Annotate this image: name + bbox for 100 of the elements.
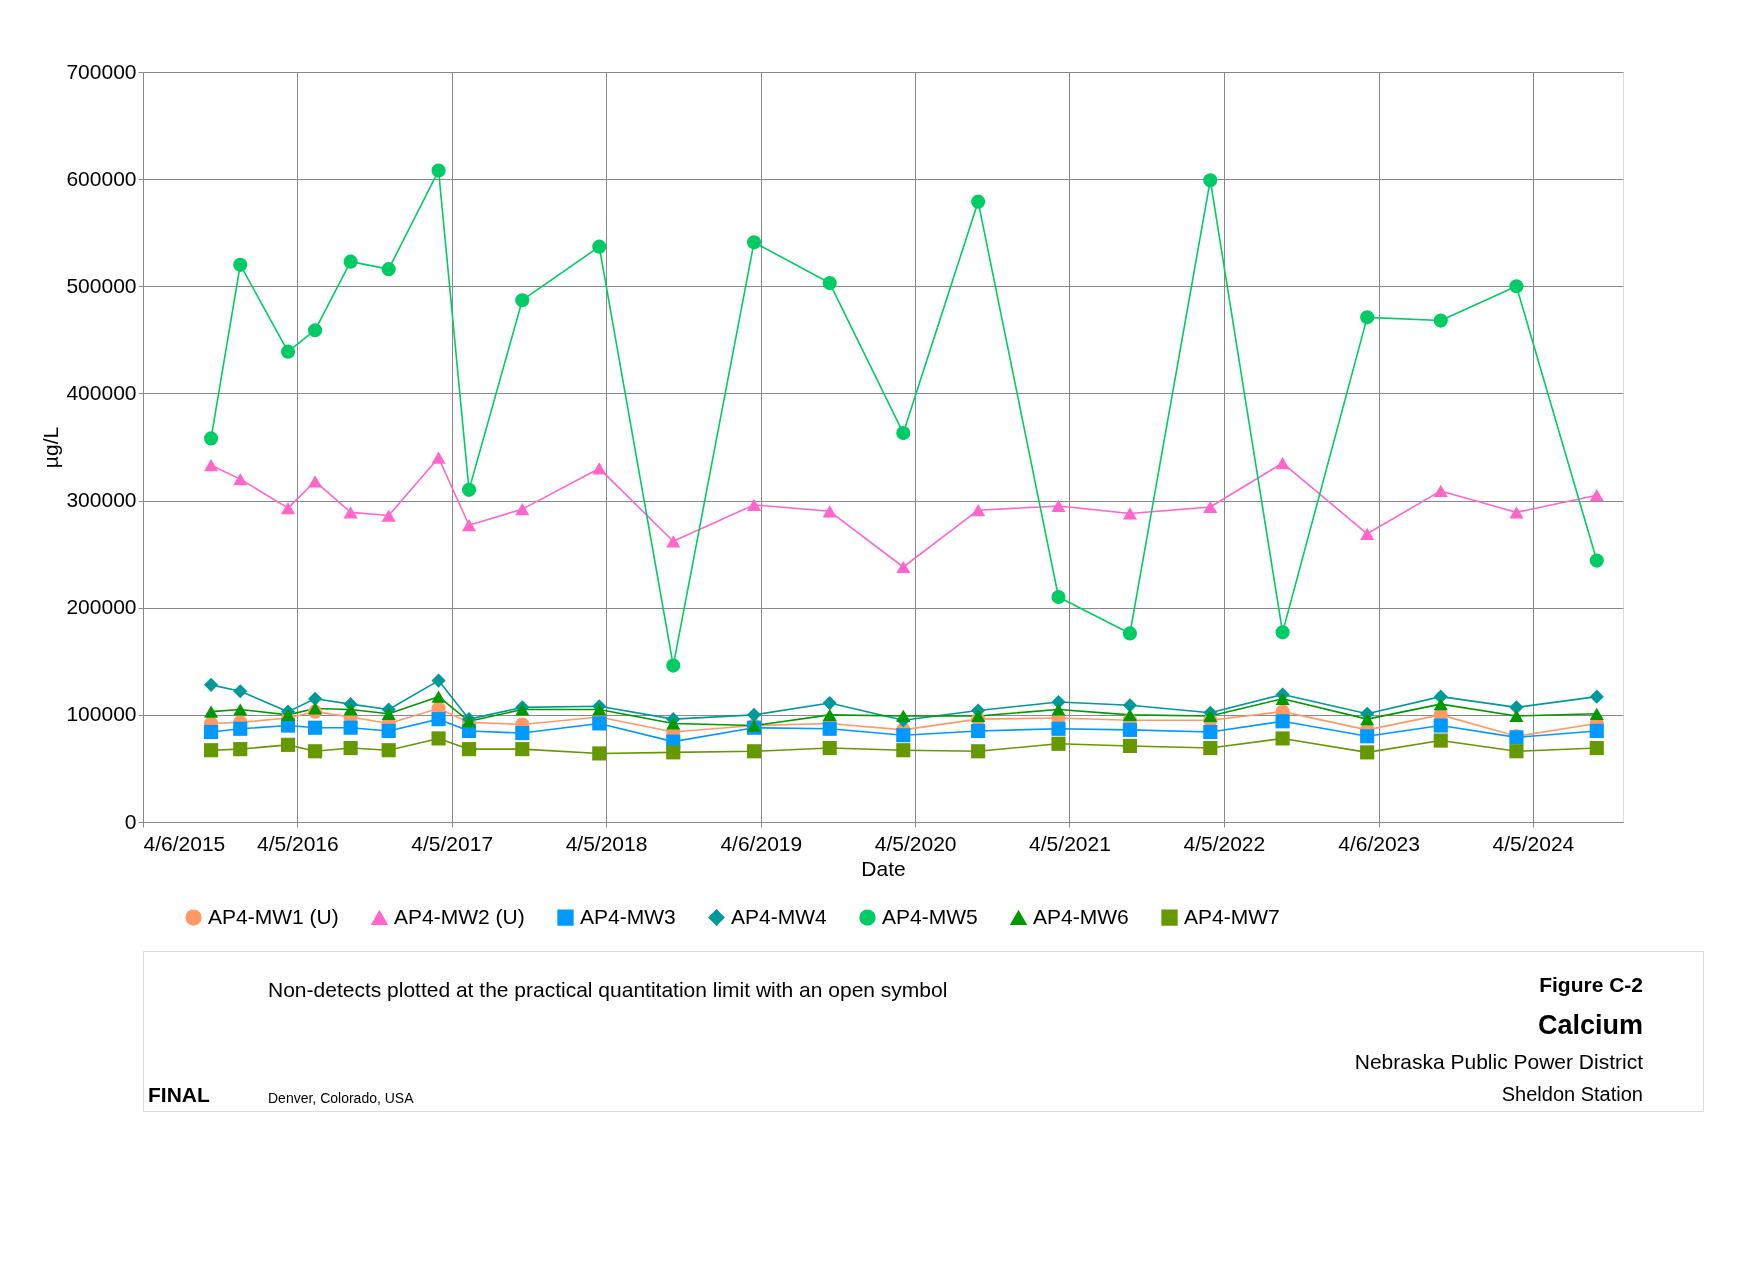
point xyxy=(822,708,837,721)
point xyxy=(1589,707,1604,720)
x-tick-label: 4/6/2019 xyxy=(720,831,803,855)
point xyxy=(1433,733,1448,748)
text: Calcium xyxy=(1537,1010,1643,1040)
point xyxy=(1589,723,1604,738)
point xyxy=(1509,506,1524,519)
text: FINAL xyxy=(148,1083,210,1106)
point xyxy=(343,720,358,735)
x-tick-label: 4/5/2017 xyxy=(411,831,494,855)
point xyxy=(1589,741,1604,756)
point xyxy=(1433,698,1448,711)
y-tick-label: 500000 xyxy=(66,273,137,297)
point xyxy=(280,737,296,752)
point xyxy=(381,743,396,758)
point xyxy=(971,744,986,759)
point xyxy=(343,741,358,756)
x-tick-label: 4/6/2015 xyxy=(143,831,226,855)
point xyxy=(1275,692,1290,705)
point xyxy=(666,717,681,730)
point xyxy=(431,451,446,464)
point xyxy=(1122,722,1138,737)
point xyxy=(280,344,296,359)
point xyxy=(1589,689,1604,704)
point xyxy=(233,703,248,716)
point xyxy=(1051,589,1066,605)
point xyxy=(1589,489,1604,502)
point xyxy=(1051,703,1066,716)
point xyxy=(343,254,358,269)
x-tick-label: 4/5/2024 xyxy=(1492,831,1575,855)
point xyxy=(308,691,323,706)
legend-label: AP4-MW1 (U) xyxy=(208,904,339,928)
point xyxy=(592,746,607,761)
point xyxy=(343,506,358,519)
point xyxy=(233,684,248,699)
y-tick-label: 400000 xyxy=(66,380,137,404)
point xyxy=(1509,744,1524,759)
point xyxy=(461,742,477,757)
point xyxy=(896,728,911,743)
point xyxy=(308,475,323,488)
point xyxy=(746,707,762,722)
point xyxy=(971,723,986,738)
point xyxy=(431,712,446,727)
legend-label: AP4-MW7 xyxy=(1184,904,1280,928)
point xyxy=(233,721,248,736)
point xyxy=(1360,729,1375,744)
point xyxy=(204,724,219,740)
point xyxy=(1275,714,1290,729)
point xyxy=(515,293,530,308)
point xyxy=(515,742,530,757)
x-tick-label: 4/5/2021 xyxy=(1029,831,1111,855)
point xyxy=(1509,709,1524,723)
point xyxy=(1051,721,1066,736)
point xyxy=(233,742,248,757)
point xyxy=(1203,724,1218,740)
point xyxy=(822,696,837,711)
point xyxy=(1051,736,1066,751)
point xyxy=(1433,484,1448,498)
point xyxy=(1589,553,1604,568)
point xyxy=(666,535,681,548)
legend-label: AP4-MW4 xyxy=(731,904,827,928)
text: Sheldon Station xyxy=(1501,1083,1643,1105)
point xyxy=(971,504,986,517)
x-tick-label: 4/5/2022 xyxy=(1183,831,1266,855)
x-tick-label: 4/5/2018 xyxy=(565,831,648,855)
point xyxy=(204,705,219,718)
point xyxy=(308,323,323,338)
point xyxy=(1509,279,1524,294)
point xyxy=(381,509,396,522)
point xyxy=(343,703,358,716)
point xyxy=(896,709,911,723)
point xyxy=(204,431,219,446)
x-tick-label: 4/6/2023 xyxy=(1338,831,1420,855)
point xyxy=(204,459,219,472)
x-tick-label: 4/5/2020 xyxy=(874,831,957,855)
point xyxy=(1203,173,1218,188)
point xyxy=(233,473,248,486)
point xyxy=(431,690,446,703)
text: Denver, Colorado, USA xyxy=(268,1090,415,1106)
x-tick-label: 4/5/2016 xyxy=(256,831,339,855)
point xyxy=(280,501,296,515)
point xyxy=(822,741,837,756)
point xyxy=(1433,313,1448,328)
point xyxy=(1122,698,1138,713)
point xyxy=(1275,625,1290,640)
point xyxy=(896,560,911,574)
y-tick-label: 300000 xyxy=(66,488,137,512)
point xyxy=(280,708,296,721)
point xyxy=(308,744,323,759)
point xyxy=(896,426,911,441)
point xyxy=(461,482,477,497)
point xyxy=(746,235,762,250)
point xyxy=(592,716,607,731)
point xyxy=(1360,527,1375,540)
point xyxy=(515,503,530,516)
point xyxy=(1275,456,1290,470)
point xyxy=(1509,700,1524,715)
point xyxy=(381,707,396,720)
legend-label: AP4-MW5 xyxy=(882,904,978,928)
point xyxy=(1122,626,1138,641)
